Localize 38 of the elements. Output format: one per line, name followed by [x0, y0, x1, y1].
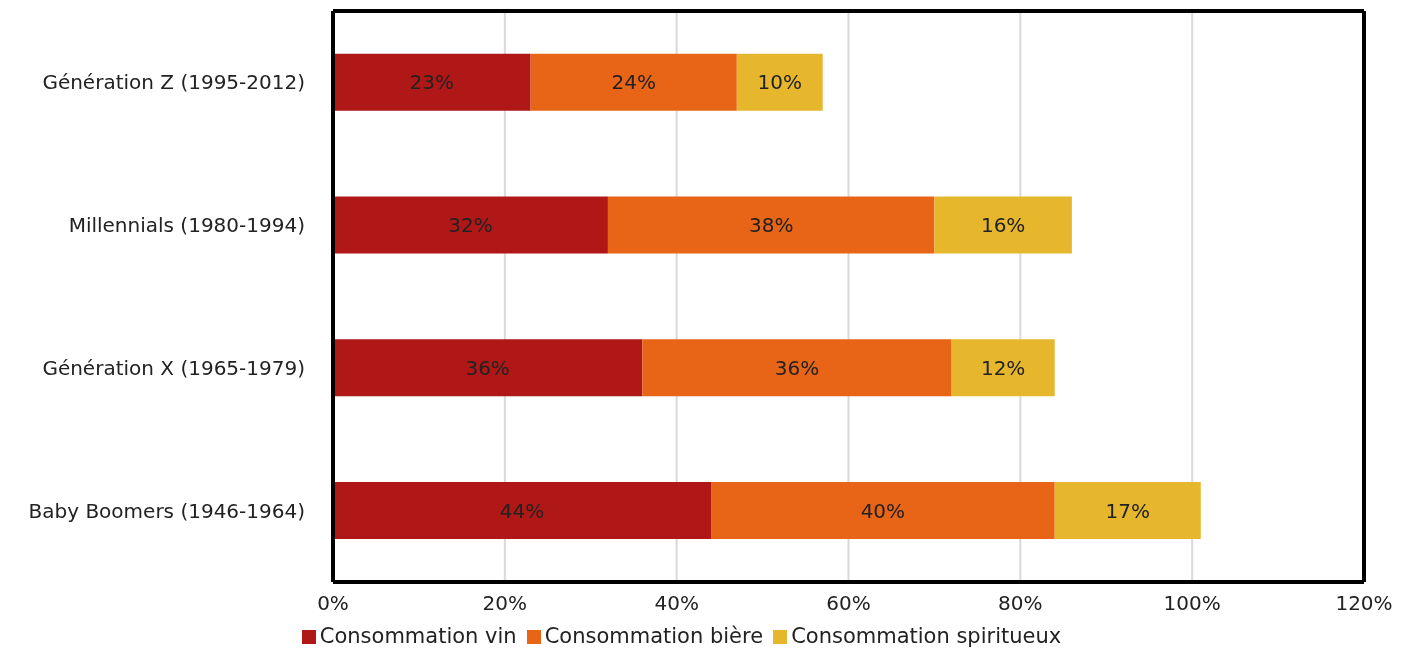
- data-label: 36%: [465, 355, 510, 380]
- bar: [642, 339, 952, 397]
- y-tick-label: Génération X (1965-1979): [42, 355, 305, 380]
- bar: [333, 339, 643, 397]
- y-tick-label: Génération Z (1995-2012): [42, 70, 305, 95]
- legend-label: Consommation vin: [319, 624, 517, 648]
- x-tick-label: 120%: [1335, 591, 1393, 616]
- x-tick-label: 100%: [1163, 591, 1221, 616]
- bar: [530, 53, 737, 111]
- x-tick-label: 60%: [826, 591, 871, 616]
- bar: [333, 53, 531, 111]
- data-label: 44%: [499, 498, 545, 523]
- bar: [333, 196, 608, 254]
- data-label: 17%: [1105, 498, 1150, 523]
- data-label: 12%: [980, 355, 1026, 380]
- y-tick-label: Baby Boomers (1946-1964): [28, 498, 305, 523]
- bar: [736, 53, 823, 111]
- y-tick-label: Millennials (1980-1994): [68, 213, 305, 238]
- data-label: 23%: [409, 70, 455, 95]
- bar: [1054, 482, 1201, 540]
- data-label: 16%: [980, 213, 1026, 238]
- data-label: 24%: [611, 70, 656, 95]
- data-label: 40%: [860, 498, 906, 523]
- x-tick-label: 80%: [998, 591, 1043, 616]
- data-label: 10%: [757, 70, 802, 95]
- x-tick-label: 20%: [482, 591, 528, 616]
- x-tick-label: 40%: [654, 591, 699, 616]
- data-label: 32%: [448, 213, 493, 238]
- legend-label: Consommation spiritueux: [791, 624, 1062, 648]
- data-label: 38%: [748, 213, 794, 238]
- legend-label: Consommation bière: [544, 624, 764, 648]
- bar: [934, 196, 1072, 254]
- bar: [951, 339, 1055, 397]
- bar: [333, 482, 712, 540]
- x-tick-label: 0%: [317, 591, 349, 616]
- bar: [607, 196, 935, 254]
- bar: [711, 482, 1055, 540]
- data-label: 36%: [774, 355, 820, 380]
